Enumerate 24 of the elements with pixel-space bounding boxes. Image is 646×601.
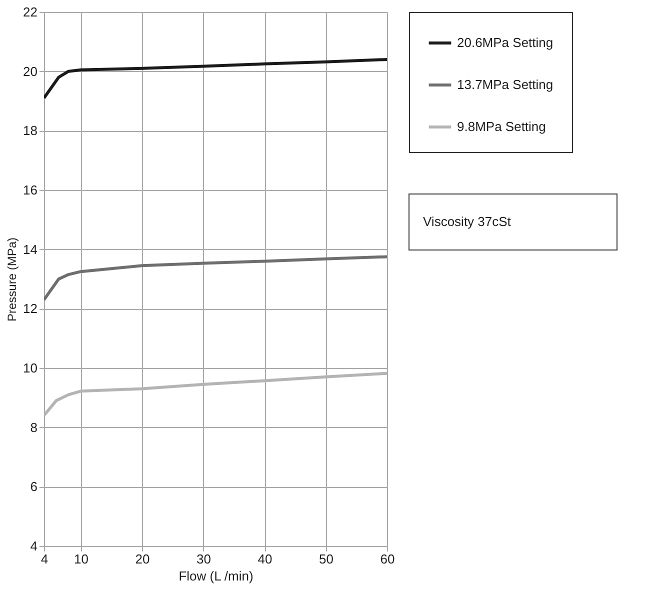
- y-tick-label: 22: [23, 4, 38, 20]
- x-tick-label: 60: [380, 552, 395, 566]
- y-tick-label: 14: [23, 242, 38, 257]
- y-tick-label: 10: [23, 360, 38, 376]
- x-tick-label: 30: [196, 552, 211, 566]
- y-tick-label: 8: [30, 420, 38, 435]
- legend-label: 13.7MPa Setting: [457, 77, 554, 92]
- x-tick-label: 10: [74, 552, 88, 566]
- y-tick-label: 16: [23, 182, 38, 198]
- y-axis-title: Pressure (MPa): [5, 237, 20, 322]
- x-axis-title: Flow (L /min): [178, 568, 254, 584]
- y-tick-label: 12: [23, 301, 38, 316]
- x-tick-label: 4: [40, 552, 48, 566]
- y-tick-label: 18: [23, 123, 38, 138]
- y-tick-label: 6: [30, 479, 38, 494]
- legend-label: 20.6MPa Setting: [457, 35, 554, 50]
- line-series: [44, 255, 387, 302]
- x-tick-label: 40: [258, 552, 272, 566]
- x-tick-label: 20: [135, 552, 150, 566]
- text: Viscosity 37cSt: [423, 214, 512, 229]
- y-tick-label: 20: [23, 64, 38, 79]
- x-tick-label: 50: [319, 552, 334, 566]
- y-tick-label: 4: [30, 538, 38, 554]
- legend-label: 9.8MPa Setting: [457, 119, 546, 134]
